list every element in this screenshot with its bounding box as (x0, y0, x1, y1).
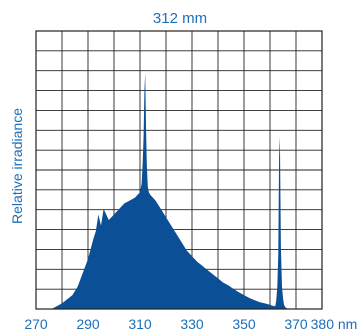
spectrum-area (51, 72, 289, 309)
y-axis-label: Relative irradiance (9, 108, 25, 224)
x-tick-label: 380 nm (311, 316, 358, 332)
chart-title: 312 mm (153, 10, 207, 27)
x-tick-label: 330 (180, 316, 204, 332)
x-tick-labels: 270 290 310 330 350 370 380 nm (24, 316, 357, 332)
x-tick-label: 370 (284, 316, 308, 332)
x-tick-label: 310 (128, 316, 152, 332)
x-tick-label: 270 (24, 316, 48, 332)
x-tick-label: 350 (232, 316, 256, 332)
plot-grid (36, 31, 322, 309)
plot-frame (35, 30, 323, 310)
x-tick-label: 290 (76, 316, 100, 332)
